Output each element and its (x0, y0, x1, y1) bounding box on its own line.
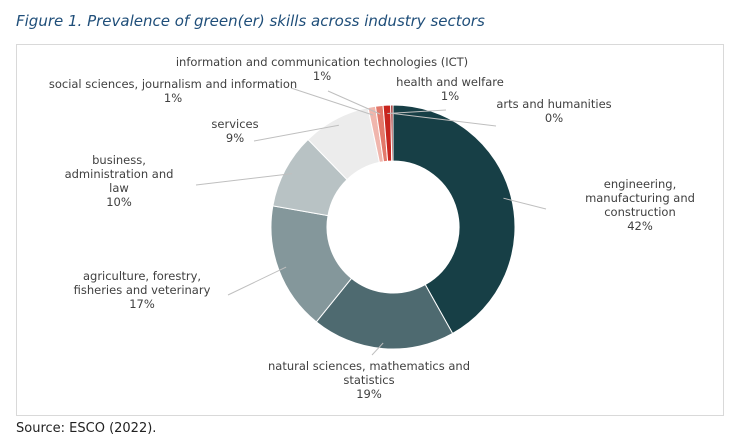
slice-label-ict: information and communication technologi… (176, 55, 468, 83)
leader-line-eng (503, 197, 547, 210)
leader-line-hlth (387, 109, 447, 115)
slice-percent-nat: 19% (356, 387, 382, 401)
slice-label-arts: arts and humanities 0% (496, 97, 611, 125)
slice-name-line-bus: law (109, 181, 129, 195)
leader-line-soc (290, 87, 374, 116)
leader-line-agr (227, 266, 287, 296)
slice-label-eng: engineering, manufacturing and constructio… (585, 177, 695, 233)
slice-arts (390, 104, 394, 162)
slice-eng (392, 104, 516, 335)
slice-name-line-nat: statistics (343, 373, 394, 387)
figure-title: Figure 1. Prevalence of green(er) skills… (16, 12, 485, 30)
slice-name-line-hlth: health and welfare (396, 75, 504, 89)
slice-percent-arts: 0% (545, 111, 563, 125)
donut-slices (270, 104, 516, 350)
leader-line-bus (195, 173, 293, 186)
slice-label-srv: services 9% (211, 117, 258, 145)
slice-name-line-bus: business, (92, 153, 146, 167)
slice-percent-agr: 17% (129, 297, 155, 311)
slice-name-line-eng: manufacturing and (585, 191, 695, 205)
slice-percent-eng: 42% (627, 219, 653, 233)
leader-line-ict (327, 90, 381, 115)
slice-percent-bus: 10% (106, 195, 132, 209)
leader-line-arts (391, 112, 497, 127)
slice-label-soc: social sciences, journalism and informat… (49, 77, 297, 105)
leader-line-srv (253, 124, 339, 142)
donut-chart: engineering, manufacturing and constructio… (49, 55, 695, 401)
source-note: Source: ESCO (2022). (16, 421, 157, 436)
slice-name-line-nat: natural sciences, mathematics and (268, 359, 470, 373)
chart-frame (16, 44, 724, 416)
slice-name-line-eng: construction (604, 205, 676, 219)
slice-percent-ict: 1% (313, 69, 331, 83)
slice-name-line-srv: services (211, 117, 258, 131)
slice-name-line-eng: engineering, (604, 177, 676, 191)
slice-label-hlth: health and welfare 1% (396, 75, 504, 103)
slice-label-nat: natural sciences, mathematics and statist… (268, 359, 470, 401)
slice-percent-srv: 9% (226, 131, 244, 145)
leader-lines (195, 87, 547, 356)
slice-name-line-soc: social sciences, journalism and informat… (49, 77, 297, 91)
slice-name-line-agr: fisheries and veterinary (74, 283, 211, 297)
slice-label-bus: business, administration and law 10% (65, 153, 174, 209)
slice-name-line-agr: agriculture, forestry, (83, 269, 201, 283)
slice-labels: engineering, manufacturing and constructio… (49, 55, 695, 401)
slice-percent-soc: 1% (164, 91, 182, 105)
slice-name-line-bus: administration and (65, 167, 174, 181)
leader-line-nat (371, 342, 384, 356)
slice-name-line-ict: information and communication technologi… (176, 55, 468, 69)
slice-label-agr: agriculture, forestry, fisheries and vete… (74, 269, 211, 311)
slice-name-line-arts: arts and humanities (496, 97, 611, 111)
slice-percent-hlth: 1% (441, 89, 459, 103)
